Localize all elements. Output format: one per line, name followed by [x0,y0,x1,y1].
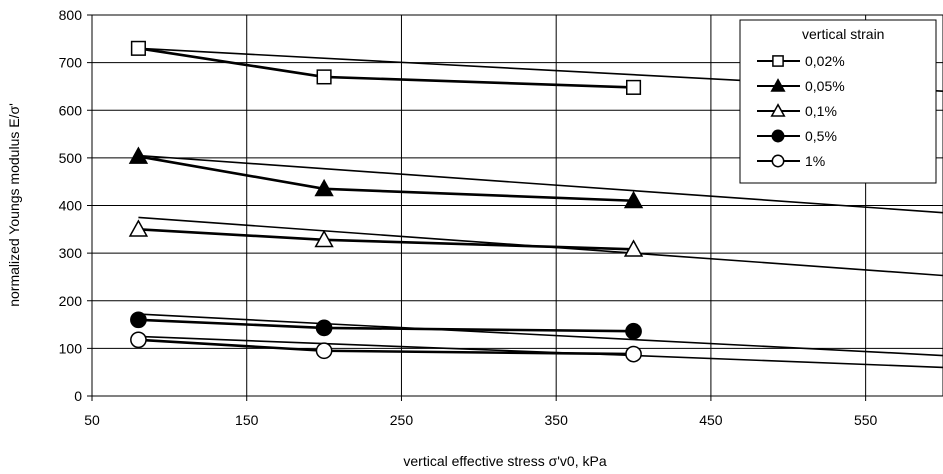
x-tick-label: 50 [84,412,100,428]
legend-label: 1% [805,153,825,169]
data-point [771,154,785,168]
x-tick-label: 450 [699,412,723,428]
y-tick-label: 0 [74,388,82,404]
legend: vertical strain 0,02% 0,05% 0,1% 0,5% 1% [739,19,937,184]
data-point [771,129,785,143]
data-point [623,190,644,209]
y-tick-label: 200 [59,293,83,309]
series [128,216,943,277]
legend-items: 0,02% 0,05% 0,1% 0,5% 1% [757,53,845,169]
y-tick-label: 300 [59,245,83,261]
data-point [314,178,334,197]
data-point [316,69,332,85]
series [130,311,943,357]
series-line [138,228,634,251]
x-tick-label: 250 [390,412,414,428]
legend-box [739,19,937,184]
legend-item: 1% [757,153,825,169]
y-tick-label: 600 [59,102,83,118]
legend-label: 0,5% [805,128,837,144]
data-point [625,322,642,340]
x-tick-label: 350 [545,412,569,428]
legend-item: 0,1% [757,103,837,119]
legend-item: 0,5% [757,128,837,144]
legend-label: 0,1% [805,103,837,119]
y-tick-label: 400 [59,198,83,214]
series [130,331,943,369]
series [128,146,943,214]
y-tick-label: 100 [59,340,83,356]
data-point [623,239,644,257]
series-line [138,155,634,203]
data-point [130,331,147,349]
y-tick-label: 800 [59,7,83,23]
y-axis-ticks: 0 100 200 300 400 500 600 700 800 [59,7,92,404]
data-point [772,55,784,67]
data-point [128,146,149,164]
y-tick-label: 700 [59,55,83,71]
trend-line [138,154,943,214]
data-point [130,311,147,329]
trend-line [138,313,943,357]
legend-label: 0,02% [805,53,845,69]
data-point [315,319,333,337]
legend-item: 0,02% [757,53,845,69]
data-point [625,79,642,95]
legend-title: vertical strain [802,26,884,42]
y-axis-title: normalized Youngs modulus E/σ' [6,103,22,307]
legend-item: 0,05% [757,78,845,94]
series-line [138,318,634,333]
x-axis-ticks: 50 150 250 350 450 550 [84,396,878,428]
data-point [130,40,146,56]
series-line [138,47,634,89]
data-point [315,342,333,360]
x-axis-title: vertical effective stress σ'v0, kPa [403,453,606,469]
legend-label: 0,05% [805,78,845,94]
data-point [625,345,642,363]
x-tick-label: 550 [854,412,878,428]
y-tick-label: 500 [59,150,83,166]
x-tick-label: 150 [235,412,259,428]
data-point [770,78,786,92]
data-point [314,229,334,248]
data-point [128,219,149,237]
data-point [770,103,786,117]
